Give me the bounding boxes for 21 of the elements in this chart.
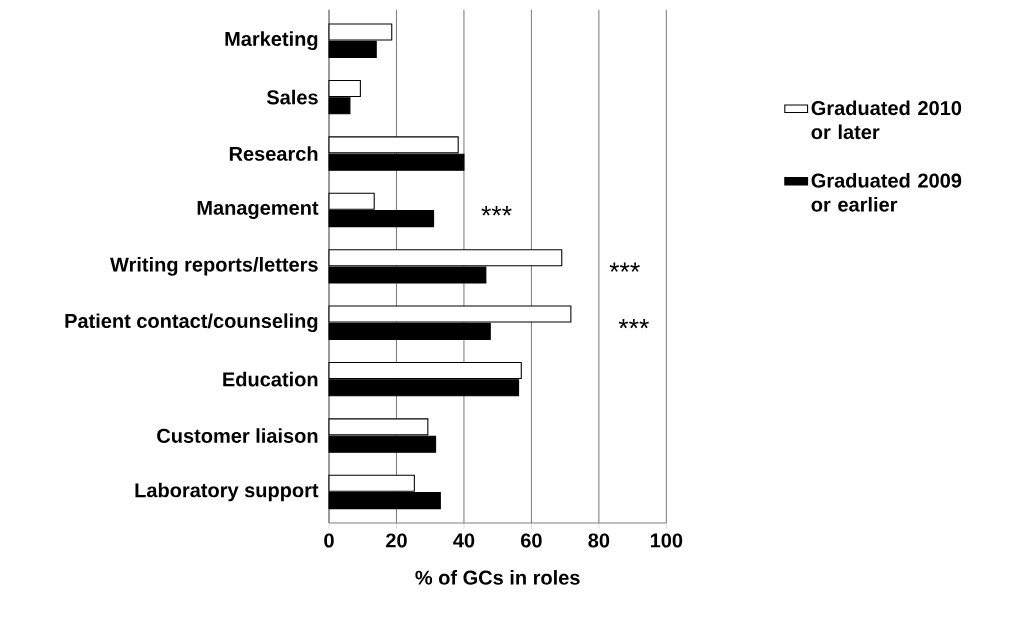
x-tick-label: 40 bbox=[453, 533, 475, 548]
annotation: *** bbox=[618, 318, 649, 329]
y-tick-label: Customer liaison bbox=[157, 428, 318, 443]
y-tick-label: Management bbox=[197, 200, 319, 219]
y-tick-label: Education bbox=[223, 371, 318, 387]
annotation: *** bbox=[481, 206, 512, 216]
x-tick-label: 0 bbox=[324, 533, 334, 548]
y-tick-label: Patient contact/counseling bbox=[65, 313, 318, 333]
y-tick-label: Laboratory support bbox=[135, 482, 319, 502]
x-tick-label: 20 bbox=[386, 533, 407, 548]
annotation: *** bbox=[609, 262, 640, 272]
x-axis-title: % of GCs in roles bbox=[415, 570, 580, 585]
legend-label: Graduated 2010 or later bbox=[811, 100, 962, 140]
y-tick-label: Writing reports/letters bbox=[110, 256, 318, 276]
x-tick-label: 100 bbox=[650, 533, 683, 548]
legend-label: Graduated 2009 or earlier bbox=[811, 172, 962, 212]
x-tick-label: 80 bbox=[588, 533, 610, 548]
y-tick-label: Sales bbox=[266, 89, 318, 105]
y-tick-label: Research bbox=[229, 146, 318, 161]
x-tick-label: 60 bbox=[521, 533, 542, 548]
y-tick-label: Marketing bbox=[225, 31, 318, 51]
